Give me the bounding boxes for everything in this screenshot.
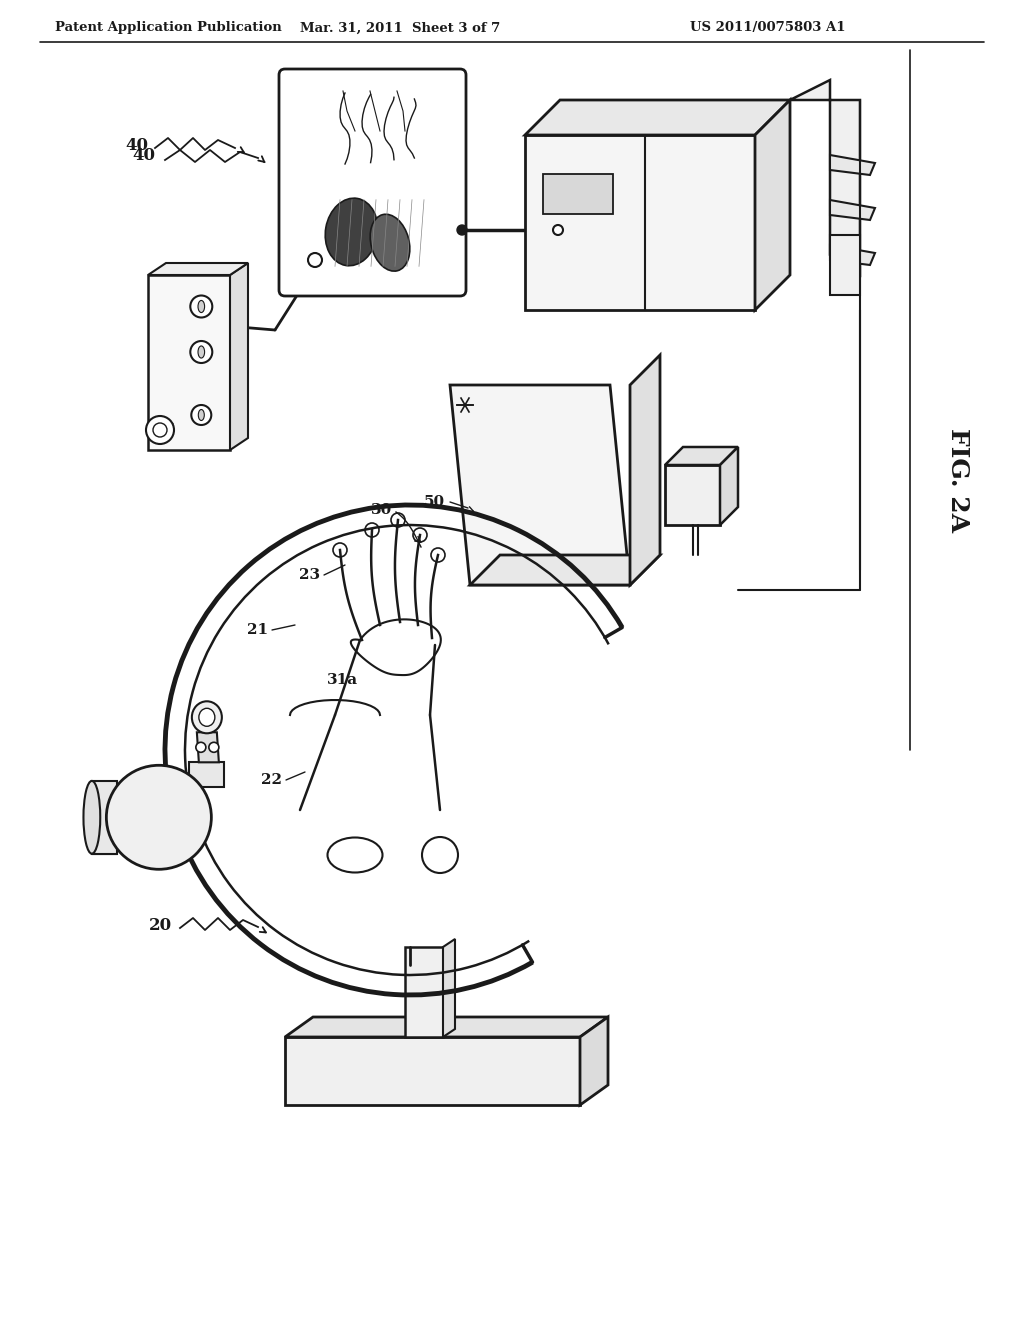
- Text: Mar. 31, 2011  Sheet 3 of 7: Mar. 31, 2011 Sheet 3 of 7: [300, 21, 500, 34]
- Circle shape: [190, 296, 212, 318]
- Polygon shape: [443, 939, 455, 1038]
- Bar: [406, 946, 443, 1038]
- Polygon shape: [188, 762, 224, 787]
- Ellipse shape: [198, 346, 205, 358]
- Ellipse shape: [198, 301, 205, 313]
- Circle shape: [457, 224, 467, 235]
- Polygon shape: [830, 246, 874, 265]
- Text: 31a: 31a: [327, 673, 358, 686]
- Polygon shape: [525, 135, 755, 310]
- Circle shape: [153, 422, 167, 437]
- Polygon shape: [665, 447, 738, 465]
- Polygon shape: [92, 781, 117, 854]
- Polygon shape: [285, 1016, 608, 1038]
- Circle shape: [308, 253, 322, 267]
- Circle shape: [191, 405, 211, 425]
- Text: 30: 30: [371, 503, 392, 517]
- Text: 22: 22: [261, 774, 282, 787]
- Polygon shape: [720, 447, 738, 525]
- Polygon shape: [148, 263, 248, 275]
- Ellipse shape: [326, 198, 378, 265]
- Bar: [830, 235, 860, 294]
- Text: US 2011/0075803 A1: US 2011/0075803 A1: [690, 21, 846, 34]
- Ellipse shape: [370, 214, 410, 271]
- Circle shape: [553, 224, 563, 235]
- Text: Patent Application Publication: Patent Application Publication: [55, 21, 282, 34]
- Polygon shape: [790, 81, 860, 275]
- Text: 50: 50: [424, 495, 445, 510]
- Circle shape: [146, 416, 174, 444]
- Circle shape: [190, 341, 212, 363]
- Text: FIG. 2A: FIG. 2A: [946, 428, 970, 532]
- Polygon shape: [580, 1016, 608, 1105]
- Polygon shape: [755, 100, 790, 310]
- Ellipse shape: [84, 781, 100, 854]
- Polygon shape: [630, 355, 660, 585]
- Polygon shape: [285, 1038, 580, 1105]
- Text: 20: 20: [148, 916, 172, 933]
- Polygon shape: [665, 465, 720, 525]
- FancyBboxPatch shape: [279, 69, 466, 296]
- Polygon shape: [830, 154, 874, 176]
- Text: 40: 40: [125, 136, 148, 153]
- Polygon shape: [525, 100, 790, 135]
- Ellipse shape: [199, 409, 205, 421]
- Text: 40: 40: [132, 147, 155, 164]
- Text: 23: 23: [299, 568, 319, 582]
- Polygon shape: [470, 554, 660, 585]
- Polygon shape: [830, 201, 874, 220]
- Ellipse shape: [199, 709, 215, 726]
- Polygon shape: [230, 263, 248, 450]
- Polygon shape: [197, 733, 219, 762]
- Ellipse shape: [191, 701, 222, 734]
- Polygon shape: [148, 275, 230, 450]
- Circle shape: [209, 742, 219, 752]
- Polygon shape: [450, 385, 630, 585]
- Ellipse shape: [106, 766, 211, 870]
- Bar: [543, 174, 613, 214]
- Circle shape: [196, 742, 206, 752]
- Text: 21: 21: [247, 623, 268, 638]
